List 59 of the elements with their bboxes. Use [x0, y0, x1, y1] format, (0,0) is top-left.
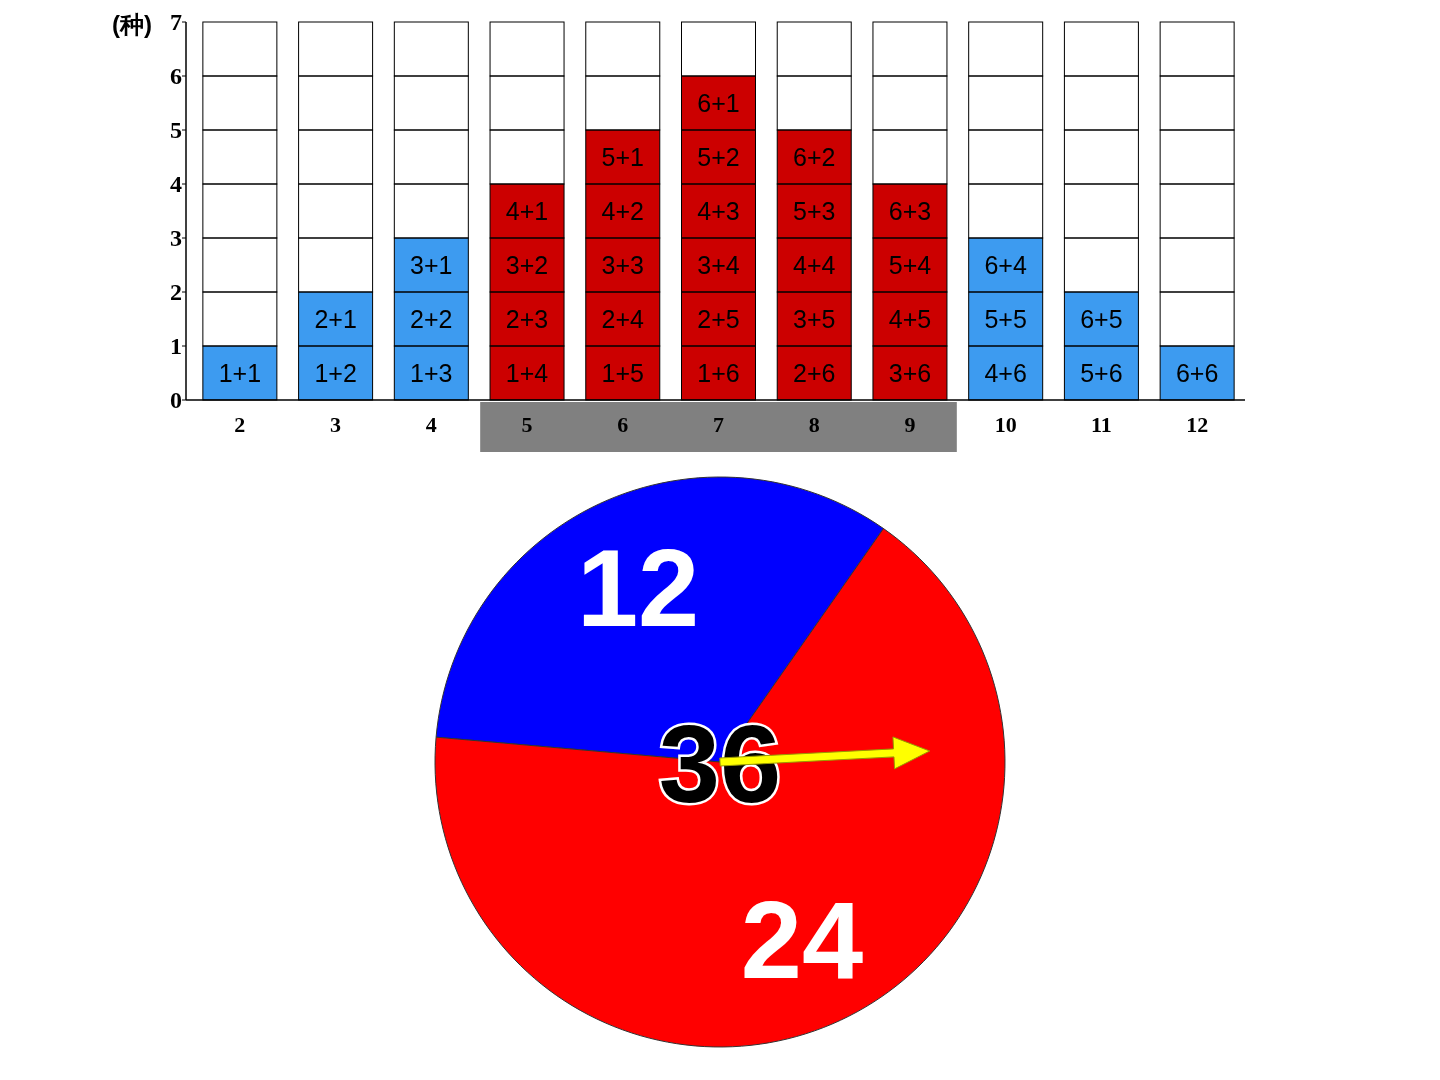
- annotation: 6+2: [793, 143, 836, 171]
- y-tick-label: 1: [170, 333, 182, 359]
- annotation: 2+3: [505, 305, 549, 333]
- annotation: 3+2: [505, 251, 549, 279]
- annotation: 1+4: [505, 359, 549, 387]
- annotation: 6+6: [1175, 359, 1219, 387]
- annotation: 6+1: [697, 89, 740, 117]
- annotation: 6+3: [888, 197, 932, 225]
- y-tick-label: 7: [170, 9, 182, 35]
- x-tick-label: 5: [521, 412, 533, 437]
- annotation: 1+5: [601, 359, 644, 387]
- y-tick-label: 5: [170, 117, 182, 143]
- x-tick-label: 10: [994, 412, 1017, 437]
- annotation: 3+5: [793, 305, 836, 333]
- x-tick-label: 2: [234, 412, 246, 437]
- annotation: 2+6: [793, 359, 836, 387]
- x-tick-label: 11: [1091, 412, 1112, 437]
- y-tick-label: 0: [170, 387, 182, 413]
- annotation: 4+1: [505, 197, 549, 225]
- annotation: 3+4: [697, 251, 740, 279]
- x-tick-label: 9: [904, 412, 916, 437]
- annotation: 3+6: [888, 359, 932, 387]
- data-label: 12: [576, 526, 700, 650]
- data-label: 24: [740, 877, 864, 1001]
- annotation: 1+2: [314, 359, 357, 387]
- annotation: 4+4: [793, 251, 836, 279]
- annotation: 2+5: [697, 305, 740, 333]
- annotation: 5+5: [984, 305, 1027, 333]
- annotation: 5+1: [601, 143, 644, 171]
- x-tick-label: 6: [617, 412, 629, 437]
- x-tick-label: 8: [808, 412, 820, 437]
- x-tick-label: 12: [1186, 412, 1209, 437]
- annotation: 5+6: [1080, 359, 1123, 387]
- annotation: 4+5: [888, 305, 932, 333]
- y-axis-title: (种): [112, 11, 152, 38]
- annotation: 6+5: [1080, 305, 1123, 333]
- annotation: 1+6: [697, 359, 740, 387]
- annotation: 1+3: [410, 359, 453, 387]
- annotation: 5+4: [888, 251, 932, 279]
- annotation: 3+3: [601, 251, 644, 279]
- annotation: 4+2: [601, 197, 644, 225]
- annotation: 3+1: [410, 251, 453, 279]
- annotation: 2+2: [410, 305, 453, 333]
- y-tick-label: 4: [170, 171, 182, 197]
- y-tick-label: 6: [170, 63, 182, 89]
- annotation: 4+3: [697, 197, 740, 225]
- annotation: 2+1: [314, 305, 357, 333]
- x-tick-label: 3: [330, 412, 342, 437]
- x-tick-label: 4: [425, 412, 437, 437]
- annotation: 5+2: [697, 143, 740, 171]
- annotation: 5+3: [793, 197, 836, 225]
- y-tick-label: 3: [170, 225, 182, 251]
- annotation: 2+4: [601, 305, 645, 333]
- x-tick-label: 7: [713, 412, 724, 437]
- bar: [681, 76, 756, 400]
- annotation: 6+4: [984, 251, 1027, 279]
- annotation: 4+6: [984, 359, 1027, 387]
- y-tick-label: 2: [170, 279, 182, 305]
- annotation: 1+1: [218, 359, 262, 387]
